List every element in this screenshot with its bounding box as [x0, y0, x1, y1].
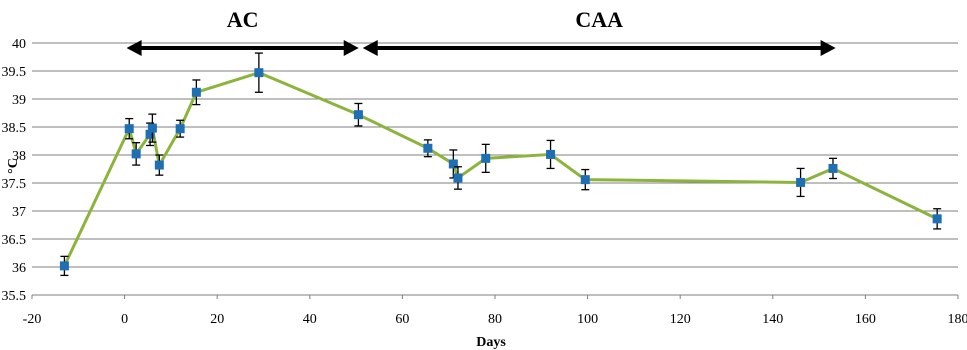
y-tick-label: 36 — [12, 261, 26, 276]
x-axis-ticks: -20 0 20 40 60 80 100 120 140 160 180 — [23, 295, 967, 327]
y-tick-label: 40 — [12, 37, 26, 52]
series-temperature — [59, 52, 942, 277]
x-tick-label: 80 — [488, 312, 502, 327]
data-point — [481, 153, 491, 163]
data-point — [796, 177, 806, 187]
y-tick-label: 35.5 — [2, 289, 27, 304]
data-point — [448, 159, 458, 169]
x-tick-label: 60 — [395, 312, 409, 327]
data-point — [154, 160, 164, 170]
y-tick-label: 39 — [12, 93, 26, 108]
data-point — [254, 68, 264, 78]
annotation-label: AC — [227, 7, 259, 32]
annotation-arrow-head-left — [126, 40, 142, 56]
data-point — [59, 261, 69, 271]
x-tick-label: -20 — [23, 312, 42, 327]
x-tick-label: 20 — [210, 312, 224, 327]
y-tick-label: 36.5 — [2, 233, 27, 248]
annotation-arrow-head-right — [820, 40, 836, 56]
x-tick-label: 40 — [303, 312, 317, 327]
data-point — [828, 163, 838, 173]
data-point — [580, 175, 590, 185]
x-tick-label: 0 — [121, 312, 128, 327]
data-point — [423, 143, 433, 153]
y-tick-label: 37 — [12, 205, 26, 220]
x-tick-label: 160 — [855, 312, 876, 327]
y-tick-label: 39.5 — [2, 65, 27, 80]
data-point — [353, 110, 363, 120]
annotation-arrow-head-right — [343, 40, 359, 56]
data-point — [175, 124, 185, 134]
data-point — [453, 173, 463, 183]
data-point — [932, 214, 942, 224]
x-tick-label: 100 — [577, 312, 598, 327]
series-line — [63, 71, 938, 267]
y-tick-label: 37.5 — [2, 177, 27, 192]
x-tick-label: 120 — [670, 312, 691, 327]
data-point — [124, 124, 134, 134]
data-point — [131, 149, 141, 159]
grid-lines — [32, 42, 958, 296]
data-point — [145, 129, 155, 139]
annotation-arrow-head-left — [362, 40, 378, 56]
y-tick-label: 38 — [12, 149, 26, 164]
phase-annotations: AC CAA — [126, 7, 836, 56]
data-point — [546, 149, 556, 159]
y-axis-title: °C — [6, 158, 21, 174]
x-tick-label: 140 — [762, 312, 783, 327]
y-tick-label: 38.5 — [2, 121, 27, 136]
data-point — [147, 123, 157, 133]
x-axis-title: Days — [476, 335, 506, 350]
x-tick-label: 180 — [948, 312, 967, 327]
data-point — [191, 87, 201, 97]
y-axis-ticks: 35.5 36 36.5 37 37.5 38 38.5 39 39.5 40 — [2, 37, 27, 304]
annotation-label: CAA — [575, 7, 623, 32]
